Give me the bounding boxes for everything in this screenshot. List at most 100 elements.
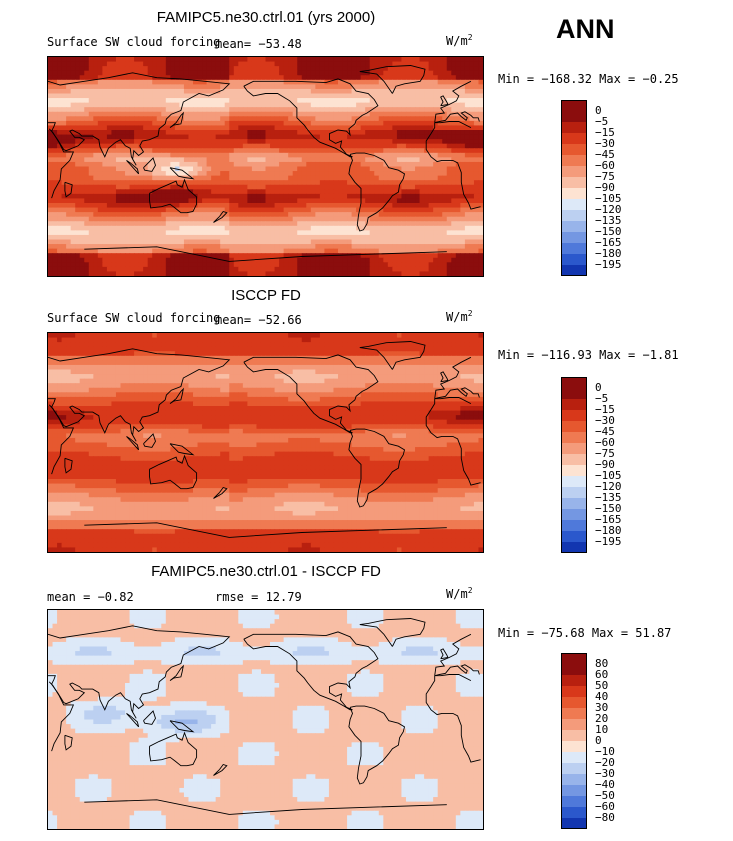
field-cell	[319, 148, 326, 154]
field-cell	[419, 239, 425, 245]
field-cell	[315, 152, 321, 158]
field-cell	[455, 130, 461, 136]
field-cell	[401, 193, 407, 200]
field-cell	[360, 262, 366, 268]
field-cell	[473, 66, 480, 72]
field-cell	[415, 212, 421, 218]
field-cell	[129, 266, 135, 273]
field-cell	[229, 184, 235, 190]
field-cell	[79, 189, 85, 195]
colorbar-swatch	[561, 210, 587, 221]
field-cell	[410, 84, 416, 90]
field-cell	[460, 98, 466, 104]
field-cell	[415, 239, 421, 245]
field-cell	[378, 239, 384, 245]
field-cell	[410, 93, 416, 99]
field-cell	[333, 193, 339, 200]
field-cell	[48, 139, 54, 145]
field-cell	[61, 130, 67, 136]
field-cell	[387, 125, 393, 131]
field-cell	[202, 342, 208, 348]
field-cell	[93, 70, 99, 76]
field-cell	[170, 66, 176, 72]
field-cell	[455, 244, 461, 250]
field-cell	[233, 130, 239, 136]
field-cell	[324, 342, 330, 348]
field-cell	[424, 66, 430, 72]
field-cell	[84, 248, 90, 254]
field-cell	[97, 262, 103, 268]
field-cell	[256, 216, 262, 222]
field-cell	[478, 230, 483, 236]
field-cell	[473, 216, 480, 222]
field-cell	[369, 134, 375, 140]
field-cell	[84, 184, 90, 190]
field-cell	[328, 193, 335, 200]
field-cell	[161, 70, 167, 76]
field-cell	[396, 139, 403, 145]
field-cell	[387, 57, 393, 63]
field-cell	[179, 203, 185, 209]
field-cell	[238, 61, 244, 67]
field-cell	[134, 180, 140, 186]
field-cell	[88, 212, 94, 218]
field-cell	[147, 225, 153, 231]
field-cell	[433, 143, 439, 149]
field-cell	[260, 148, 267, 154]
field-cell	[387, 266, 393, 273]
field-cell	[319, 130, 326, 136]
field-cell	[238, 125, 244, 131]
field-cell	[115, 116, 122, 122]
field-cell	[115, 212, 122, 218]
field-cell	[256, 166, 262, 172]
field-cell	[251, 111, 258, 117]
field-cell	[247, 346, 253, 352]
field-cell	[428, 207, 434, 213]
field-cell	[129, 143, 135, 149]
field-cell	[478, 116, 483, 122]
field-cell	[415, 189, 421, 195]
field-cell	[152, 139, 158, 145]
field-cell	[174, 84, 181, 90]
field-cell	[224, 171, 230, 177]
field-cell	[193, 198, 199, 204]
field-cell	[378, 125, 384, 131]
field-cell	[188, 230, 194, 236]
field-cell	[220, 216, 226, 222]
field-cell	[473, 120, 480, 127]
field-cell	[206, 212, 212, 218]
field-cell	[156, 216, 162, 222]
field-cell	[365, 244, 371, 250]
field-cell	[161, 175, 167, 181]
field-cell	[333, 239, 339, 245]
field-cell	[356, 79, 362, 85]
field-cell	[97, 93, 103, 99]
field-cell	[229, 84, 235, 90]
field-cell	[93, 75, 99, 81]
field-cell	[338, 75, 344, 81]
field-cell	[347, 88, 353, 95]
field-cell	[215, 180, 221, 186]
field-cell	[310, 120, 316, 127]
field-cell	[52, 66, 58, 72]
field-cell	[460, 239, 466, 245]
field-cell	[88, 166, 94, 172]
field-cell	[134, 212, 140, 218]
field-cell	[455, 171, 461, 177]
field-cell	[170, 171, 176, 177]
field-cell	[315, 161, 321, 168]
field-cell	[48, 248, 54, 254]
field-cell	[242, 216, 248, 222]
field-cell	[161, 180, 167, 186]
field-cell	[274, 221, 280, 227]
field-cell	[297, 98, 303, 104]
field-cell	[473, 175, 480, 181]
field-cell	[319, 184, 326, 190]
field-cell	[111, 134, 117, 140]
field-cell	[229, 216, 235, 222]
field-cell	[338, 266, 344, 273]
field-cell	[265, 266, 271, 273]
field-cell	[292, 333, 298, 339]
field-cell	[138, 84, 144, 90]
field-cell	[84, 244, 90, 250]
